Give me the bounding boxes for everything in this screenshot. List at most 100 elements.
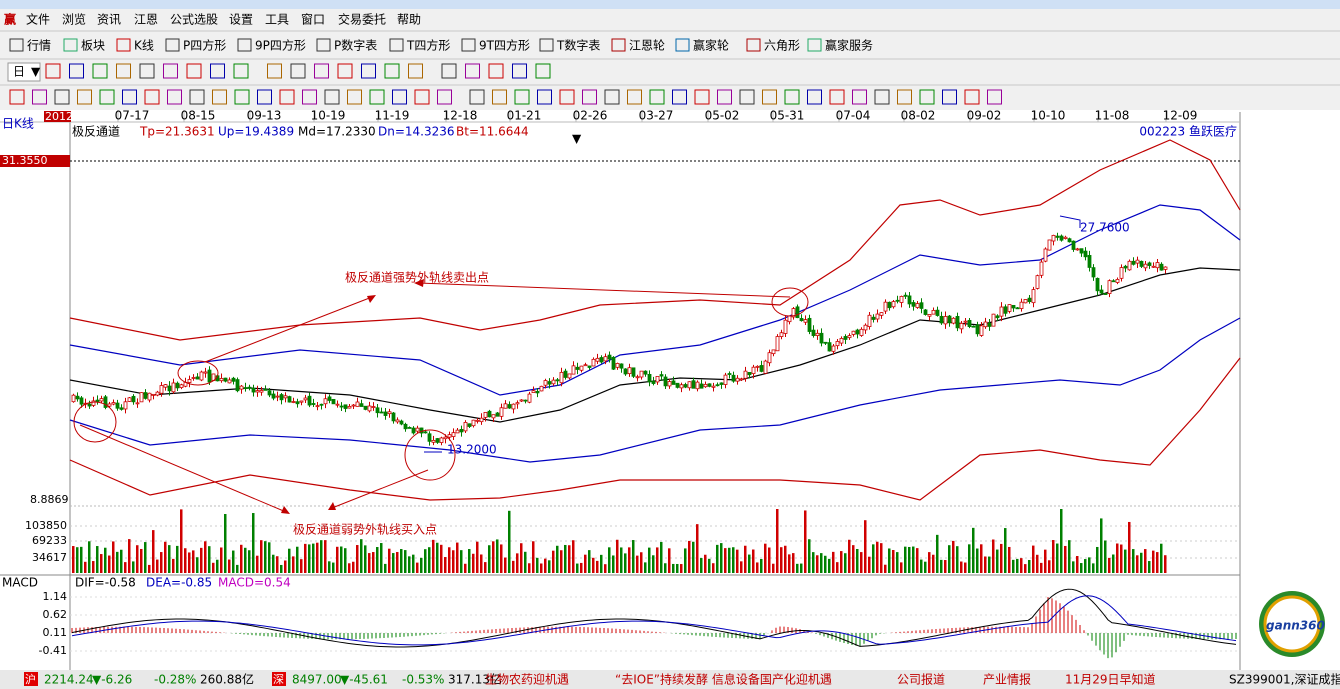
toolbar-button[interactable]: P四方形 [183,38,226,53]
menu-item[interactable]: 设置 [229,13,253,27]
tool-icon[interactable] [279,89,295,105]
toolbar-icon[interactable] [461,38,476,52]
tool-icon[interactable] [324,89,340,105]
toolbar-button[interactable]: 赢家轮 [693,38,729,53]
menu-item[interactable]: 交易委托 [338,12,386,27]
tool-icon[interactable] [535,63,551,79]
tool-icon[interactable] [762,89,777,105]
toolbar-button[interactable]: 六角形 [764,39,800,53]
period-select[interactable] [7,62,41,82]
tool-icon[interactable] [897,89,912,105]
tool-icon[interactable] [122,89,137,105]
tool-icon[interactable] [77,89,92,105]
tool-icon[interactable] [649,89,665,105]
tool-icon[interactable] [189,89,205,105]
menu-item[interactable]: 资讯 [97,13,121,27]
tool-icon[interactable] [186,63,202,79]
toolbar-button[interactable]: K线 [134,39,154,53]
tool-icon[interactable] [369,89,385,105]
tool-icon[interactable] [512,63,527,79]
toolbar-button[interactable]: 行情 [27,39,51,53]
toolbar-icon[interactable] [9,38,24,52]
tool-icon[interactable] [672,89,687,105]
tool-icon[interactable] [54,89,70,105]
news-item[interactable]: 生物农药迎机遇 [485,673,569,687]
toolbar-button[interactable]: 9T四方形 [479,38,530,53]
tool-icon[interactable] [163,63,178,79]
toolbar-icon[interactable] [63,38,78,52]
tool-icon[interactable] [465,63,480,79]
tool-icon[interactable] [488,63,504,79]
tool-icon[interactable] [537,89,552,105]
tool-icon[interactable] [987,89,1002,105]
tool-icon[interactable] [437,89,452,105]
tool-icon[interactable] [582,89,597,105]
news-item[interactable]: 公司报道 [897,672,945,687]
tool-icon[interactable] [514,89,530,105]
tool-icon[interactable] [694,89,710,105]
toolbar-button[interactable]: P数字表 [334,38,377,53]
menu-item[interactable]: 工具 [265,13,289,27]
tool-icon[interactable] [627,89,642,105]
tool-icon[interactable] [919,89,935,105]
tool-icon[interactable] [492,89,507,105]
toolbar-icon[interactable] [237,38,252,52]
dropdown-arrow[interactable]: ▼ [31,65,41,79]
tool-icon[interactable] [234,89,250,105]
toolbar-icon[interactable] [116,38,131,52]
menu-item[interactable]: 帮助 [397,13,421,27]
tool-icon[interactable] [469,89,485,105]
tool-icon[interactable] [942,89,957,105]
tool-icon[interactable] [69,63,84,79]
tool-icon[interactable] [45,63,61,79]
tool-icon[interactable] [267,63,282,79]
toolbar-icon[interactable] [611,38,626,52]
tool-icon[interactable] [347,89,362,105]
tool-icon[interactable] [116,63,131,79]
toolbar-button[interactable]: 江恩轮 [629,39,665,53]
tool-icon[interactable] [384,63,400,79]
tool-icon[interactable] [337,63,353,79]
tool-icon[interactable] [604,89,620,105]
tool-icon[interactable] [210,63,225,79]
tool-icon[interactable] [441,63,457,79]
toolbar-icon[interactable] [316,38,331,52]
toolbar-button[interactable]: T数字表 [556,38,600,53]
news-item[interactable]: 产业情报 [983,672,1031,687]
tool-icon[interactable] [717,89,732,105]
menu-item[interactable]: 浏览 [62,12,86,27]
toolbar-icon[interactable] [389,38,404,52]
tool-icon[interactable] [807,89,822,105]
tool-icon[interactable] [9,89,25,105]
tool-icon[interactable] [559,89,575,105]
app-logo[interactable]: 赢 [4,12,16,27]
menu-item[interactable]: 文件 [26,12,50,27]
tool-icon[interactable] [414,89,430,105]
brand-text[interactable]: gann360 [1266,619,1325,633]
tool-icon[interactable] [964,89,980,105]
news-item[interactable]: 11月29日早知道 [1065,673,1156,687]
brand-logo-ring[interactable] [1263,595,1321,653]
tool-icon[interactable] [361,63,376,79]
tool-icon[interactable] [408,63,423,79]
period-label[interactable]: 日 [13,65,25,79]
tool-icon[interactable] [257,89,272,105]
menu-item[interactable]: 公式选股 [170,13,218,27]
tool-icon[interactable] [392,89,407,105]
tool-icon[interactable] [144,89,160,105]
toolbar-icon[interactable] [675,38,690,52]
toolbar-icon[interactable] [746,38,761,52]
tool-icon[interactable] [99,89,115,105]
tool-icon[interactable] [314,63,329,79]
tool-icon[interactable] [852,89,867,105]
tool-icon[interactable] [212,89,227,105]
tool-icon[interactable] [302,89,317,105]
tool-icon[interactable] [874,89,890,105]
tool-icon[interactable] [139,63,155,79]
menu-item[interactable]: 江恩 [134,13,158,27]
tool-icon[interactable] [233,63,249,79]
tool-icon[interactable] [784,89,800,105]
toolbar-button[interactable]: T四方形 [406,38,450,53]
tool-icon[interactable] [290,63,306,79]
toolbar-button[interactable]: 9P四方形 [255,38,306,53]
